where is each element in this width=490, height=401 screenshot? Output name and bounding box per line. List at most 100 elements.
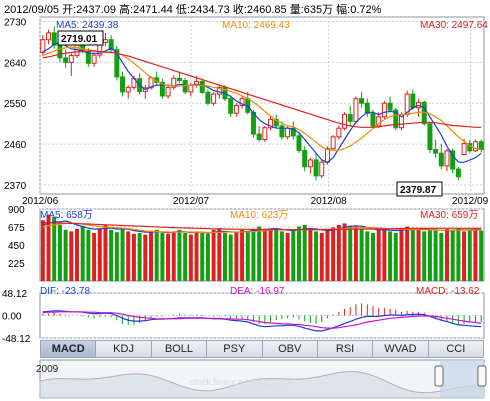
volume-bar xyxy=(86,229,91,281)
navigator-left-handle[interactable] xyxy=(434,365,444,387)
volume-bar xyxy=(433,230,438,281)
volume-bar xyxy=(416,228,421,281)
volume-bar xyxy=(314,231,319,281)
candle xyxy=(46,29,52,45)
volume-bar xyxy=(262,229,267,281)
candle xyxy=(450,148,456,174)
quote-low: 低:2434.73 xyxy=(175,4,230,16)
candle xyxy=(353,96,359,124)
price-ma5-line xyxy=(42,41,482,163)
volume-bar xyxy=(279,231,284,281)
price-tick-label: 2460 xyxy=(4,140,27,151)
tab-rsi[interactable]: RSI xyxy=(317,340,374,358)
volume-bar xyxy=(336,225,341,281)
candle xyxy=(199,78,205,95)
volume-tick-label: 225 xyxy=(8,259,25,270)
price-ma5-legend: MA5: 2439.38 xyxy=(56,20,119,31)
volume-bar xyxy=(46,214,51,281)
candle xyxy=(370,110,376,129)
price-tick-label: 2640 xyxy=(4,58,27,69)
price-x-label: 2012/09 xyxy=(452,196,489,207)
candle xyxy=(427,122,433,154)
quote-volume: 量:635万 xyxy=(289,4,334,16)
candle xyxy=(171,75,177,90)
dif-line xyxy=(42,310,482,332)
volume-bar xyxy=(388,231,393,281)
volume-tick-label: 450 xyxy=(8,241,25,252)
tab-cci[interactable]: CCI xyxy=(428,340,484,358)
tab-kdj[interactable]: KDJ xyxy=(96,340,152,358)
candle xyxy=(120,71,126,97)
navigator-right-handle[interactable] xyxy=(477,365,487,387)
candle xyxy=(279,121,285,140)
volume-bar xyxy=(103,225,108,281)
volume-bar xyxy=(297,226,301,281)
candle xyxy=(336,125,342,140)
volume-bar xyxy=(131,233,136,281)
candle xyxy=(364,98,370,117)
navigator-watermark: stock.finance.sina.com.cn xyxy=(190,377,293,387)
candle xyxy=(444,148,450,172)
volume-bar xyxy=(365,231,370,281)
dif-legend: DIF: -23.78 xyxy=(40,286,90,297)
volume-tick-label: 900 xyxy=(8,205,25,216)
volume-bar xyxy=(149,230,153,281)
low-annotation-label: 2379.87 xyxy=(400,185,437,196)
tab-wvad[interactable]: WVAD xyxy=(373,340,429,358)
candle xyxy=(205,89,211,106)
volume-bar xyxy=(456,228,461,281)
tab-obv[interactable]: OBV xyxy=(262,340,318,358)
volume-bar xyxy=(69,231,74,281)
tab-psy[interactable]: PSY xyxy=(207,340,263,358)
volume-bar xyxy=(234,232,239,281)
price-tick-label: 2550 xyxy=(4,99,27,110)
price-tick-label: 2730 xyxy=(4,18,27,29)
volume-bar xyxy=(399,229,404,281)
candle xyxy=(273,114,279,129)
volume-bar xyxy=(473,229,478,281)
volume-bar xyxy=(137,233,142,281)
volume-bar xyxy=(80,225,85,281)
macd-legend: MACD: -13.62 xyxy=(416,286,480,297)
navigator-selection[interactable] xyxy=(440,360,484,398)
tab-macd[interactable]: MACD xyxy=(40,340,97,358)
candle xyxy=(342,112,348,131)
volume-bar xyxy=(109,229,114,281)
volume-bar xyxy=(479,230,484,281)
volume-bar xyxy=(410,229,415,281)
volume-bar xyxy=(353,226,358,281)
volume-bar xyxy=(160,233,165,281)
volume-bar xyxy=(154,229,159,281)
volume-bar xyxy=(268,230,273,281)
volume-bar xyxy=(63,229,68,281)
candle xyxy=(455,166,461,181)
candle xyxy=(176,71,182,83)
volume-bar xyxy=(251,229,256,281)
price-tick-label: 2370 xyxy=(4,181,27,192)
volume-bar xyxy=(319,233,324,281)
macd-tick-label: 0.00 xyxy=(2,312,22,323)
price-x-label: 2012/07 xyxy=(173,196,210,207)
high-annotation-label: 2719.01 xyxy=(61,34,98,45)
volume-bar xyxy=(450,229,455,281)
candle xyxy=(165,85,171,99)
volume-bar xyxy=(200,233,205,281)
volume-bar xyxy=(75,229,79,281)
volume-bar xyxy=(422,231,427,281)
price-x-label: 2012/06 xyxy=(22,196,59,207)
price-x-label: 2012/08 xyxy=(311,196,348,207)
volume-bar xyxy=(342,223,347,281)
volume-bar xyxy=(274,229,279,281)
volume-bar xyxy=(205,233,210,281)
dea-legend: DEA: -16.97 xyxy=(230,286,285,297)
candle xyxy=(68,53,74,76)
volume-bar xyxy=(228,234,233,281)
volume-tick-label: 675 xyxy=(8,223,25,234)
candle xyxy=(262,125,268,142)
price-panel xyxy=(39,16,485,195)
quote-high: 高:2471.44 xyxy=(119,4,173,16)
tab-boll[interactable]: BOLL xyxy=(151,340,208,358)
price-ma30-legend: MA30: 2497.64 xyxy=(420,20,488,31)
candle xyxy=(307,157,313,174)
